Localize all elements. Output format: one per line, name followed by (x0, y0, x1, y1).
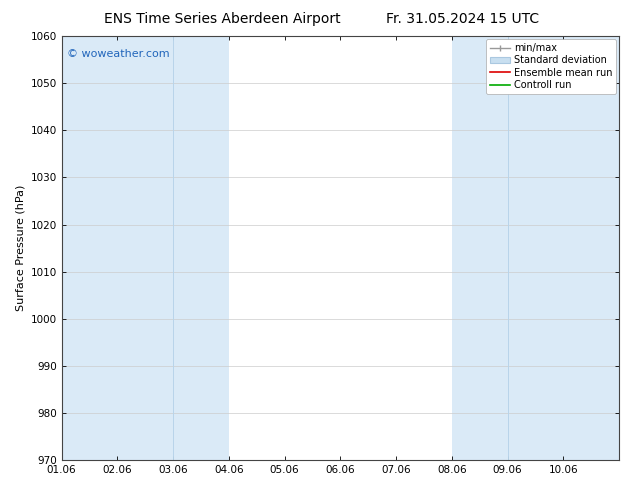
Y-axis label: Surface Pressure (hPa): Surface Pressure (hPa) (15, 185, 25, 311)
Text: ENS Time Series Aberdeen Airport: ENS Time Series Aberdeen Airport (103, 12, 340, 26)
Text: Fr. 31.05.2024 15 UTC: Fr. 31.05.2024 15 UTC (386, 12, 540, 26)
Bar (61, 36, 117, 460)
Bar (563, 36, 619, 460)
Text: © woweather.com: © woweather.com (67, 49, 170, 59)
Bar (452, 36, 563, 460)
Bar (117, 36, 229, 460)
Legend: min/max, Standard deviation, Ensemble mean run, Controll run: min/max, Standard deviation, Ensemble me… (486, 39, 616, 94)
